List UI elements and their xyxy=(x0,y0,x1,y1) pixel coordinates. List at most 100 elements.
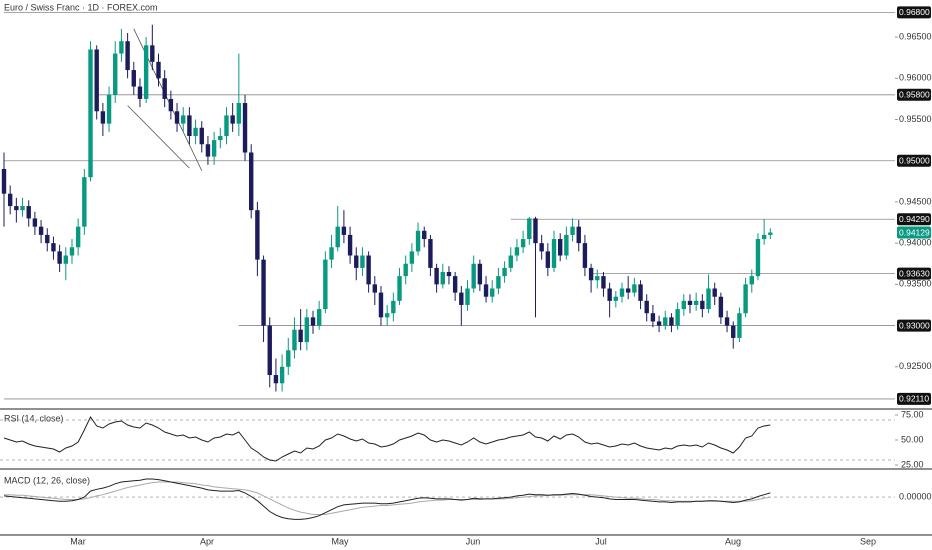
candle-body xyxy=(496,276,501,289)
candle-body xyxy=(533,218,538,244)
x-tick-label: Jul xyxy=(595,536,607,546)
candle-body xyxy=(403,263,408,277)
level-label-box xyxy=(897,88,931,101)
candle-body xyxy=(527,218,532,240)
candle-body xyxy=(131,70,136,87)
candle-body xyxy=(174,111,180,124)
candle-body xyxy=(75,226,81,248)
candle-body xyxy=(162,78,167,99)
candle-body xyxy=(663,317,668,326)
candle-body xyxy=(211,140,217,157)
level-label: 0.93630 xyxy=(899,268,930,278)
candle-body xyxy=(545,251,551,268)
candle-body xyxy=(712,288,717,297)
candle-body xyxy=(440,272,445,285)
candle-body xyxy=(601,276,606,289)
candle-body xyxy=(650,313,656,322)
candle-body xyxy=(63,255,68,264)
candle-body xyxy=(69,247,75,256)
candle-body xyxy=(150,45,155,62)
last-price-label: 0.94129 xyxy=(899,227,930,237)
rsi-title: RSI (14, close) xyxy=(4,413,64,423)
candle-body xyxy=(32,218,38,227)
candle-body xyxy=(119,41,124,54)
level-label: 0.95000 xyxy=(899,155,930,165)
candle-body xyxy=(520,239,526,248)
candle-body xyxy=(316,309,322,326)
candle-body xyxy=(57,251,62,264)
candle-body xyxy=(279,366,285,384)
y-tick-label: 0.94500 xyxy=(899,196,932,206)
rsi-tick-label: 50.00 xyxy=(901,434,924,444)
x-tick-label: Sep xyxy=(860,536,876,546)
level-label-box xyxy=(897,392,931,405)
candle-body xyxy=(490,288,495,297)
candle-body xyxy=(625,288,631,293)
macd-signal-line xyxy=(4,481,771,515)
candle-body xyxy=(304,317,310,343)
candle-body xyxy=(7,193,13,207)
candle-body xyxy=(446,272,452,277)
candle-body xyxy=(570,226,575,235)
level-label: 0.94290 xyxy=(899,214,930,224)
candle-body xyxy=(619,288,625,297)
candle-body xyxy=(675,309,680,326)
candle-body xyxy=(459,292,464,305)
candle-body xyxy=(106,94,112,124)
level-label-box xyxy=(897,319,931,332)
candle-body xyxy=(737,313,742,338)
level-label: 0.93000 xyxy=(899,320,930,330)
candle-body xyxy=(409,251,415,264)
candle-body xyxy=(242,103,248,153)
x-tick-label: Apr xyxy=(200,536,214,546)
candle-body xyxy=(384,313,390,318)
y-tick-label: 0.92500 xyxy=(899,361,932,371)
candle-body xyxy=(428,239,433,268)
candle-body xyxy=(378,292,384,318)
level-label: 0.96800 xyxy=(899,7,930,17)
candle-body xyxy=(452,276,458,293)
candle-body xyxy=(205,144,211,157)
candle-body xyxy=(113,53,118,95)
candle-body xyxy=(700,300,705,310)
y-tick-label: 0.93500 xyxy=(899,279,932,289)
candle-body xyxy=(471,263,476,289)
candle-body xyxy=(218,136,223,141)
candle-body xyxy=(595,276,600,281)
chart-title: Euro / Swiss Franc · 1D · FOREX.com xyxy=(4,2,158,12)
x-tick-label: May xyxy=(331,536,349,546)
candle-body xyxy=(323,259,328,310)
candle-body xyxy=(465,288,470,305)
level-label-box xyxy=(897,213,931,226)
candle-body xyxy=(613,296,619,301)
x-tick-label: Jun xyxy=(466,536,481,546)
y-tick-label: 0.96000 xyxy=(899,73,932,83)
candle-body xyxy=(360,255,365,268)
last-price-box xyxy=(897,226,931,239)
candle-body xyxy=(100,111,106,124)
candle-body xyxy=(255,210,260,260)
x-tick-label: Mar xyxy=(70,536,86,546)
level-label: 0.95800 xyxy=(899,90,930,100)
level-label-box xyxy=(897,267,931,280)
candle-body xyxy=(768,232,773,235)
candle-body xyxy=(415,230,421,252)
candle-body xyxy=(236,103,242,124)
trendline xyxy=(127,105,190,169)
candle-body xyxy=(273,375,279,384)
candle-body xyxy=(483,284,489,297)
candle-body xyxy=(267,325,272,376)
rsi-tick-label: 25.00 xyxy=(901,459,924,469)
candle-body xyxy=(45,234,50,244)
candle-body xyxy=(749,276,754,285)
macd-title: MACD (12, 26, close) xyxy=(4,475,90,485)
candle-body xyxy=(502,267,507,277)
candle-body xyxy=(354,255,359,268)
candle-body xyxy=(143,45,149,99)
candle-body xyxy=(187,115,192,136)
candle-body xyxy=(137,86,143,99)
candle-body xyxy=(681,300,686,310)
y-tick-label: 0.95500 xyxy=(899,114,932,124)
